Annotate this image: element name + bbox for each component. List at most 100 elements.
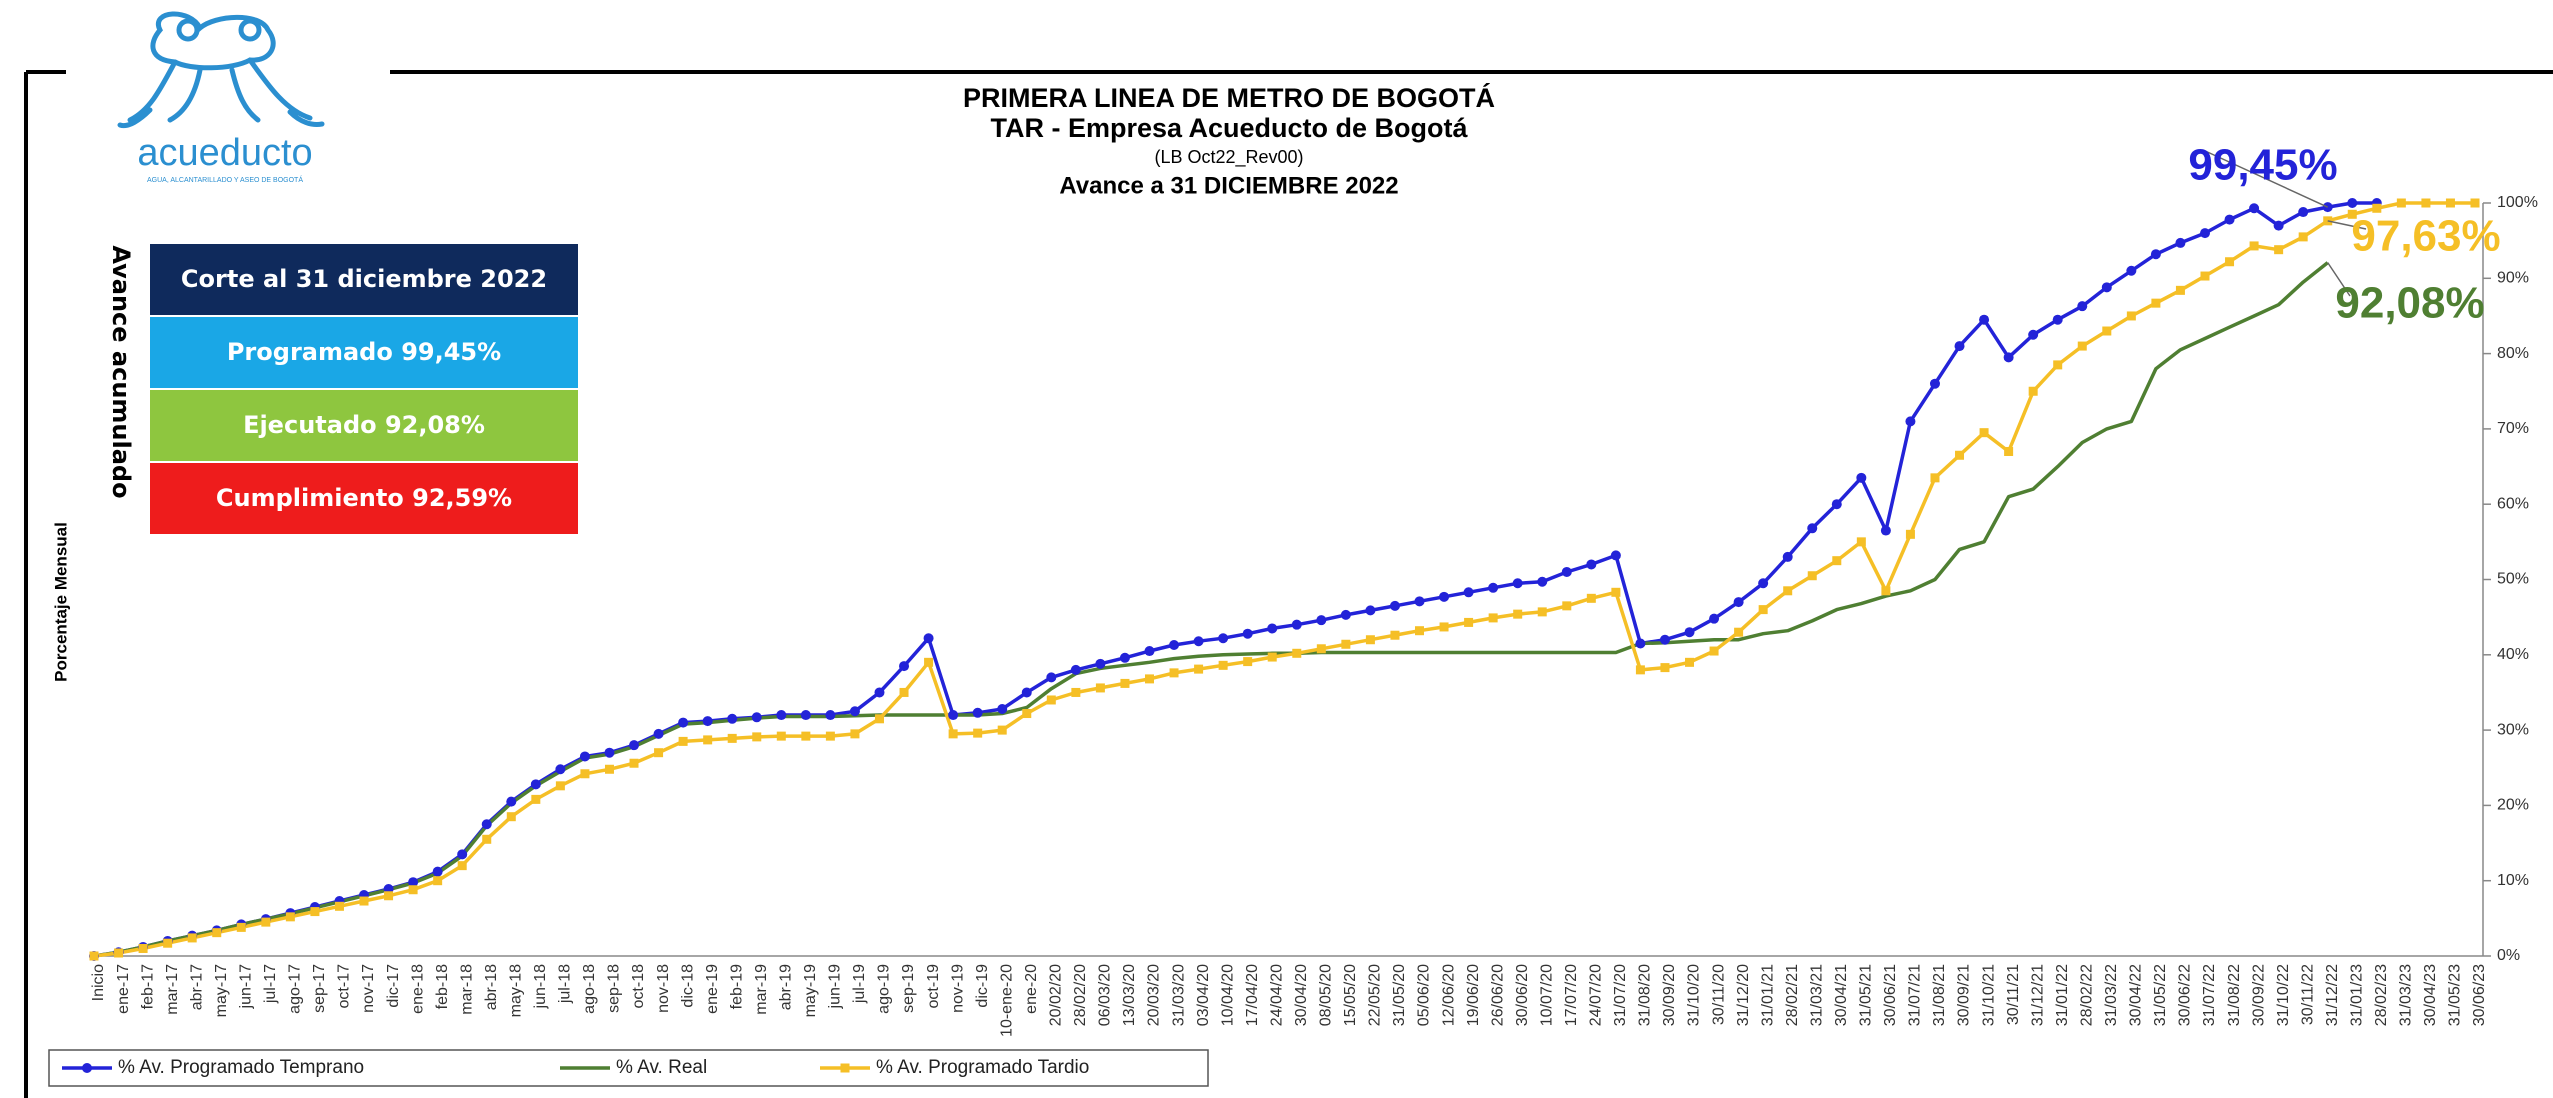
x-tick-label: jul-19 xyxy=(851,964,868,1004)
info-box xyxy=(150,244,578,315)
point xyxy=(2052,314,2063,325)
point xyxy=(654,748,664,758)
point xyxy=(187,933,197,943)
x-tick-label: 31/12/22 xyxy=(2324,964,2341,1026)
x-tick-label: 31/01/21 xyxy=(1759,964,1776,1026)
x-tick-label: 30/06/20 xyxy=(1514,964,1531,1026)
point xyxy=(1390,630,1400,640)
point xyxy=(1586,593,1596,603)
point xyxy=(1046,672,1057,683)
x-tick-label: oct-17 xyxy=(336,964,353,1009)
point xyxy=(2225,257,2235,267)
x-tick-label: 31/03/21 xyxy=(1808,964,1825,1026)
point xyxy=(1095,683,1105,693)
x-tick-label: 31/01/22 xyxy=(2054,964,2071,1026)
point xyxy=(1267,623,1278,634)
point xyxy=(1267,652,1277,662)
legend-label: % Av. Programado Temprano xyxy=(118,1057,364,1078)
x-tick-label: sep-18 xyxy=(606,964,623,1013)
x-tick-label: 31/08/22 xyxy=(2226,964,2243,1026)
point xyxy=(948,710,959,721)
point xyxy=(261,917,271,927)
point xyxy=(923,633,934,644)
point xyxy=(2126,311,2136,321)
x-tick-label: 06/03/20 xyxy=(1097,964,1114,1026)
point xyxy=(2003,352,2014,363)
x-tick-label: 05/06/20 xyxy=(1416,964,1433,1026)
x-tick-label: 24/07/20 xyxy=(1588,964,1605,1026)
x-tick-label: ene-17 xyxy=(115,964,132,1014)
point xyxy=(801,731,811,741)
point xyxy=(2028,329,2039,340)
point xyxy=(2175,285,2185,295)
x-tick-label: 31/12/21 xyxy=(2029,964,2046,1026)
point xyxy=(2077,301,2088,312)
point xyxy=(359,896,369,906)
x-tick-label: 12/06/20 xyxy=(1440,964,1457,1026)
point xyxy=(1684,627,1695,638)
point xyxy=(874,687,885,698)
x-tick-label: 30/04/20 xyxy=(1293,964,1310,1026)
point xyxy=(530,779,541,790)
x-tick-label: jul-18 xyxy=(557,964,574,1004)
x-tick-label: 31/01/23 xyxy=(2348,964,2365,1026)
point xyxy=(2175,237,2186,248)
x-tick-label: may-17 xyxy=(213,964,230,1017)
point xyxy=(310,907,320,917)
point xyxy=(2200,271,2210,281)
point xyxy=(2421,198,2431,208)
x-tick-label: 31/05/23 xyxy=(2447,964,2464,1026)
x-tick-label: oct-19 xyxy=(925,964,942,1009)
point xyxy=(1144,674,1154,684)
chart-subtitle: TAR - Empresa Acueducto de Bogotá xyxy=(990,113,1468,143)
point xyxy=(1856,472,1867,483)
point xyxy=(727,733,737,743)
x-tick-label: 30/04/21 xyxy=(1833,964,1850,1026)
point xyxy=(1242,628,1253,639)
point xyxy=(1415,626,1425,636)
point xyxy=(800,710,811,721)
x-tick-label: 31/03/23 xyxy=(2398,964,2415,1026)
x-tick-label: ene-18 xyxy=(409,964,426,1014)
point xyxy=(825,710,836,721)
point xyxy=(678,717,689,728)
point xyxy=(1709,646,1719,656)
point xyxy=(1512,578,1523,589)
point xyxy=(285,912,295,922)
x-tick-label: abr-17 xyxy=(188,964,205,1010)
point xyxy=(604,747,615,758)
point xyxy=(1316,644,1326,654)
point xyxy=(1071,687,1081,697)
y-tick-label: 60% xyxy=(2497,495,2529,512)
point xyxy=(481,819,492,830)
x-tick-label: ene-19 xyxy=(704,964,721,1014)
x-tick-label: 30/06/22 xyxy=(2177,964,2194,1026)
point xyxy=(1610,550,1621,561)
point xyxy=(579,751,590,762)
x-tick-label: ago-18 xyxy=(581,964,598,1014)
point xyxy=(1513,609,1523,619)
point xyxy=(1169,668,1179,678)
point xyxy=(874,714,884,724)
x-tick-label: mar-17 xyxy=(164,964,181,1015)
point xyxy=(1194,664,1204,674)
point xyxy=(972,707,983,718)
point xyxy=(2249,203,2260,214)
legend-marker xyxy=(82,1063,92,1073)
frame xyxy=(24,70,2553,1098)
point xyxy=(1930,473,1940,483)
x-tick-label: ene-20 xyxy=(1023,964,1040,1014)
x-tick-label: 28/02/22 xyxy=(2078,964,2095,1026)
point xyxy=(1119,652,1130,663)
point xyxy=(457,861,467,871)
point xyxy=(408,885,418,895)
annotation: 97,63% xyxy=(2351,212,2500,261)
x-tick-label: 20/03/20 xyxy=(1146,964,1163,1026)
point xyxy=(433,876,443,886)
point xyxy=(2151,298,2161,308)
point xyxy=(752,732,762,742)
point xyxy=(2224,214,2235,225)
point xyxy=(1561,566,1572,577)
x-tick-label: 26/06/20 xyxy=(1489,964,1506,1026)
point xyxy=(850,729,860,739)
